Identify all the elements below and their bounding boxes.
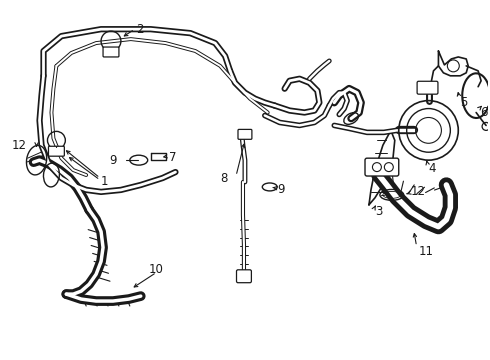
Text: 10: 10	[148, 263, 164, 276]
FancyBboxPatch shape	[238, 129, 252, 139]
FancyBboxPatch shape	[103, 47, 119, 57]
FancyBboxPatch shape	[237, 270, 251, 283]
Text: 9: 9	[278, 184, 285, 197]
Text: 3: 3	[375, 205, 382, 218]
Text: 11: 11	[418, 245, 434, 258]
Text: 6: 6	[480, 106, 488, 119]
Text: 4: 4	[429, 162, 436, 175]
Text: 8: 8	[220, 171, 227, 185]
FancyBboxPatch shape	[417, 81, 438, 94]
FancyBboxPatch shape	[365, 158, 399, 176]
Text: 2: 2	[136, 23, 143, 36]
Text: 5: 5	[460, 96, 467, 109]
Text: 12: 12	[411, 185, 426, 198]
FancyBboxPatch shape	[49, 146, 64, 156]
Text: 1: 1	[101, 175, 109, 189]
Text: 9: 9	[109, 154, 117, 167]
Text: 12: 12	[12, 139, 27, 152]
Text: 7: 7	[169, 151, 176, 164]
